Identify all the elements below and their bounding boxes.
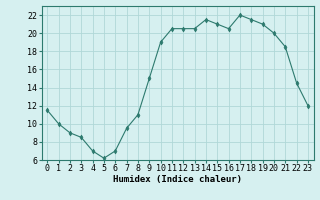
X-axis label: Humidex (Indice chaleur): Humidex (Indice chaleur) — [113, 175, 242, 184]
